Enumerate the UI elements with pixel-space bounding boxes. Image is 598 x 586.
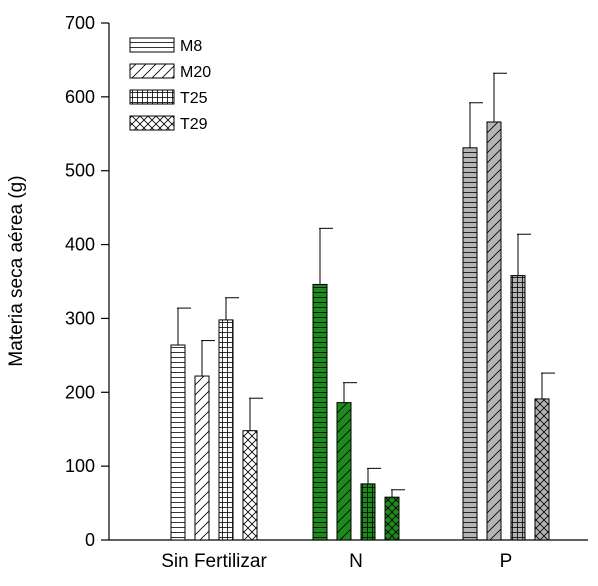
bar-t25-2	[510, 275, 526, 541]
bar-m8-2	[462, 147, 478, 541]
y-axis-title: Materia seca aérea (g)	[6, 175, 27, 366]
y-tick-label: 0	[85, 530, 95, 550]
x-category-label: N	[349, 551, 363, 572]
bar-t29-0	[242, 430, 258, 541]
legend-label-m20: M20	[180, 64, 211, 81]
plot-area: 0 100 200 300 400 500 600 700 Sin Fertilizar N P	[65, 13, 588, 572]
y-tick-label: 300	[65, 308, 95, 328]
legend-swatch-m20	[129, 63, 175, 79]
bar-m8-1	[312, 283, 328, 541]
y-tick-label: 500	[65, 161, 95, 181]
bar-t29-1	[384, 496, 400, 541]
x-category-label: Sin Fertilizar	[161, 551, 267, 572]
x-category-label: P	[500, 551, 513, 572]
bar-m8-0	[170, 344, 186, 541]
y-tick-label: 400	[65, 235, 95, 255]
bar-t25-1	[360, 483, 376, 541]
legend-swatch-t25	[129, 89, 175, 105]
legend-swatch-t29	[129, 115, 175, 131]
legend-label-t29: T29	[180, 116, 208, 133]
bar-m20-2	[486, 121, 502, 541]
legend: M8 M20 T25 T29	[129, 37, 211, 133]
y-tick-label: 100	[65, 456, 95, 476]
y-tick-label: 700	[65, 13, 95, 33]
legend-label-t25: T25	[180, 90, 208, 107]
legend-label-m8: M8	[180, 38, 202, 55]
bar-m20-1	[336, 402, 352, 541]
legend-swatch-m8	[129, 37, 175, 53]
bar-m20-0	[194, 375, 210, 541]
y-tick-label: 200	[65, 382, 95, 402]
bar-t29-2	[534, 398, 550, 541]
y-tick-label: 600	[65, 87, 95, 107]
bar-t25-0	[218, 319, 234, 541]
